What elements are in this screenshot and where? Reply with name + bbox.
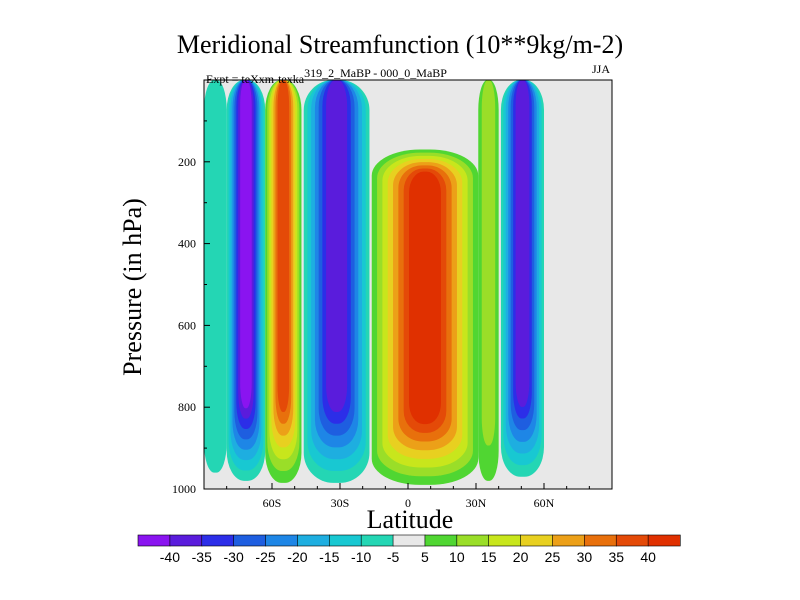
y-tick-label: 800 (178, 400, 196, 414)
hadley-cell-contour-8 (409, 171, 441, 425)
experiment-label: Expt = teXxm-texka319_2_MaBP - 000_0_MaB… (206, 66, 447, 87)
colorbar-label: -20 (287, 549, 307, 565)
colorbar-swatch (552, 534, 585, 547)
colorbar-swatch (424, 534, 458, 547)
colorbar-swatch (328, 534, 362, 547)
midlat-negative-cell-contour-7 (326, 80, 348, 412)
colorbar-label: 25 (545, 549, 561, 565)
y-tick-label: 1000 (172, 482, 196, 496)
colorbar-swatch (615, 534, 649, 547)
colorbar-label: 35 (608, 549, 624, 565)
colorbar-swatch (488, 534, 522, 547)
colorbar-label: 40 (640, 549, 656, 565)
x-tick-label: 30S (331, 496, 350, 510)
colorbar-label: 15 (481, 549, 497, 565)
x-tick-label: 30N (466, 496, 487, 510)
colorbar-swatch (233, 534, 267, 547)
colorbar-swatch (647, 534, 681, 547)
colorbar-label: 20 (513, 549, 529, 565)
colorbar-label: -15 (319, 549, 339, 565)
chart-title: Meridional Streamfunction (10**9kg/m-2) (176, 30, 624, 59)
y-tick-label: 600 (178, 318, 196, 332)
x-axis-label: Latitude (366, 505, 454, 534)
colorbar-swatch (520, 534, 554, 547)
x-tick-label: 60N (534, 496, 555, 510)
colorbar-label: 10 (449, 549, 465, 565)
y-axis-ticks: 200 400 600 800 1000 (172, 120, 210, 496)
colorbar-swatch (456, 534, 490, 547)
colorbar-swatch (392, 534, 426, 547)
colorbar-swatch (297, 534, 330, 547)
colorbar-swatch (584, 534, 617, 547)
y-tick-label: 400 (178, 237, 196, 251)
far-south-column-contour-1 (204, 80, 227, 473)
colorbar-swatch (169, 534, 203, 547)
x-axis-ticks: 60S 30S 0 30N 60N (226, 483, 590, 510)
colorbar-swatch (360, 534, 394, 547)
colorbar-swatch (201, 534, 235, 547)
season-label: JJA (592, 62, 611, 76)
colorbar-label: 5 (421, 549, 429, 565)
experiment-period: 319_2_MaBP - 000_0_MaBP (304, 66, 447, 80)
colorbar-label: 30 (577, 549, 593, 565)
northern-negative-cell-contour-7 (515, 80, 530, 407)
colorbar-label: -35 (192, 549, 212, 565)
y-tick-label: 200 (178, 155, 196, 169)
colorbar-label: -30 (224, 549, 244, 565)
southern-positive-cell-contour-7 (277, 80, 290, 412)
y-axis-label: Pressure (in hPa) (118, 198, 147, 376)
southern-negative-cell-contour-8 (240, 80, 252, 409)
x-tick-label: 0 (405, 496, 411, 510)
colorbar-label: -40 (160, 549, 180, 565)
colorbar-label: -10 (351, 549, 371, 565)
colorbar-label: -5 (387, 549, 400, 565)
x-tick-label: 60S (263, 496, 282, 510)
experiment-name: Expt = teXxm-texka (206, 72, 305, 86)
colorbar-swatch (137, 534, 171, 547)
contour-fill-layer (204, 80, 544, 485)
northern-positive-column-contour-2 (481, 80, 496, 446)
colorbar: -40 -35 -30 -25 -20 -15 -10 -5 5 10 15 20 25 30 35 40 (137, 534, 681, 565)
colorbar-label: -25 (255, 549, 275, 565)
colorbar-swatch (265, 534, 299, 547)
